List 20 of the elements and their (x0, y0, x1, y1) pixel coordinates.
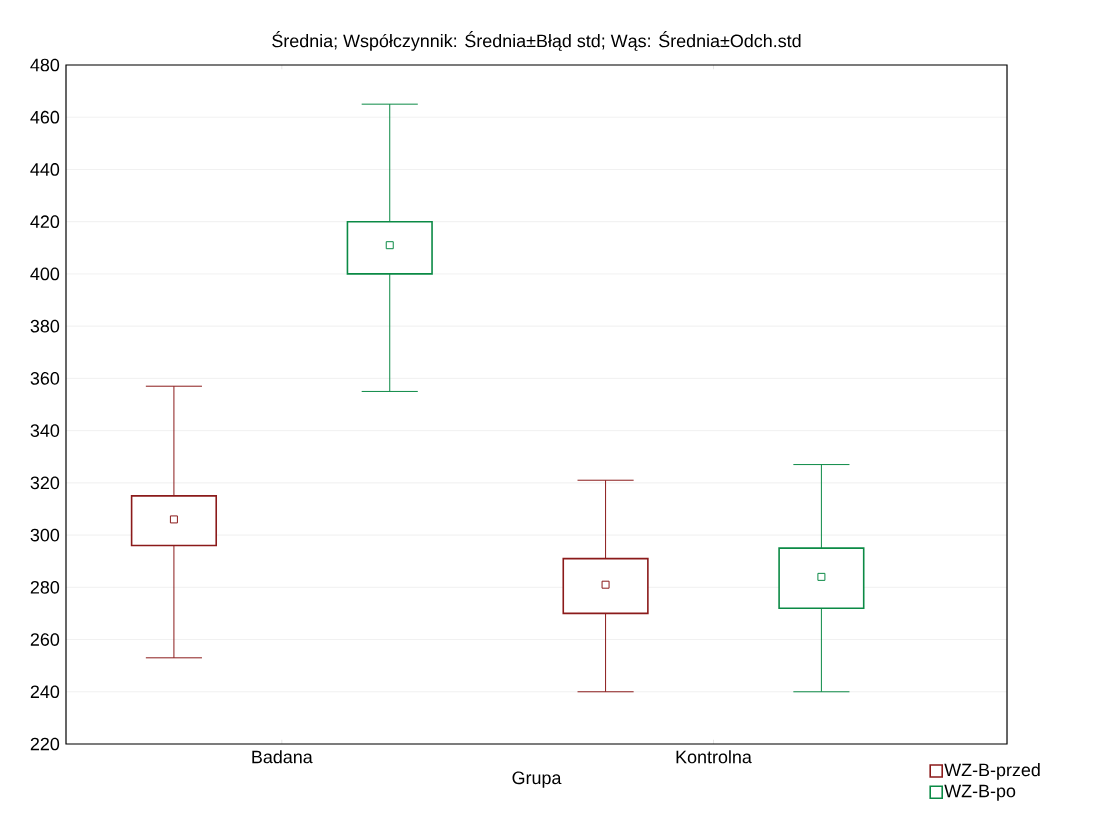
y-tick-label: 240 (30, 685, 60, 699)
y-tick-label: 320 (30, 476, 60, 490)
y-tick-label: 460 (30, 110, 60, 124)
y-tick-label: 260 (30, 633, 60, 646)
y-tick-label: 300 (30, 528, 60, 542)
y-tick-label: 480 (30, 58, 60, 72)
y-tick-label: 440 (30, 163, 60, 176)
legend-label: WZ-B-po (944, 784, 1016, 801)
chart-title: Średnia; Współczynnik: Średnia±Błąd std; Wąs: Średnia±Odch.std (272, 31, 801, 51)
y-tick-label: 280 (30, 580, 60, 594)
y-tick-label: 340 (30, 424, 60, 437)
legend-label: WZ-B-przed (944, 763, 1040, 780)
x-tick-label: Kontrolna (676, 750, 752, 764)
y-tick-label: 420 (30, 215, 60, 229)
x-axis-title: Grupa (512, 771, 562, 788)
y-tick-label: 220 (30, 737, 60, 751)
x-tick-label: Badana (252, 750, 313, 764)
y-tick-label: 380 (30, 319, 60, 333)
y-tick-label: 360 (30, 372, 60, 385)
y-tick-label: 400 (30, 267, 60, 281)
